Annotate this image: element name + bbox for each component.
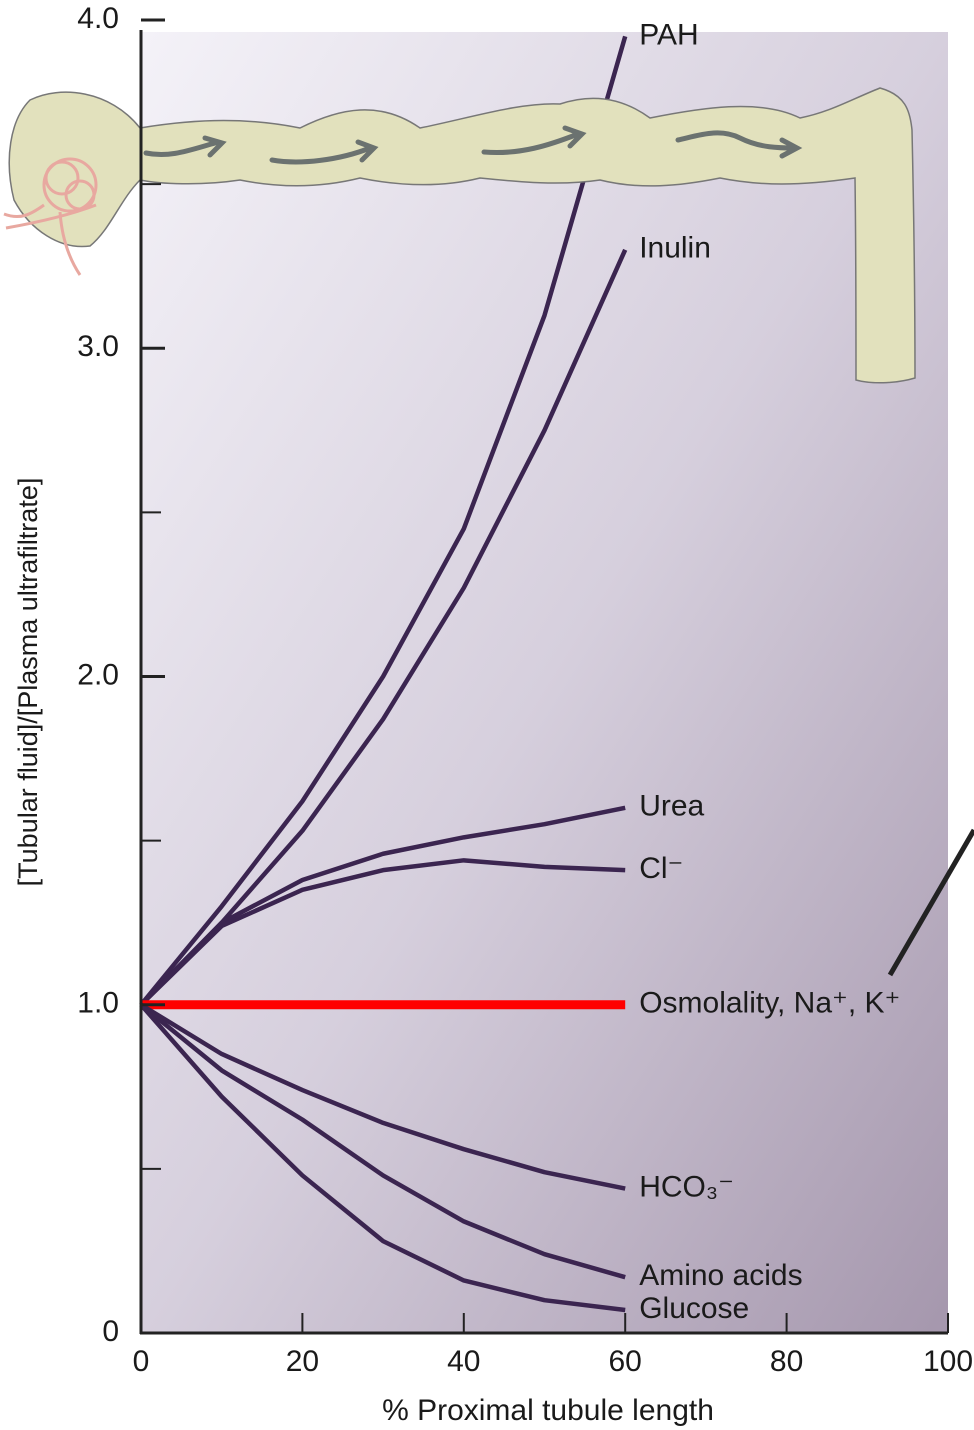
y-axis-title: [Tubular fluid]/[Plasma ultrafiltrate] [13, 478, 43, 887]
series-label: Urea [639, 790, 704, 823]
y-tick-label: 2.0 [77, 658, 119, 691]
y-tick-label: 3.0 [77, 330, 119, 363]
x-tick-label: 100 [923, 1345, 973, 1378]
x-axis-title: % Proximal tubule length [382, 1394, 714, 1427]
series-label: PAH [639, 18, 698, 51]
series-label: Inulin [639, 232, 711, 265]
series-label: Amino acids [639, 1259, 802, 1292]
x-tick-label: 60 [609, 1345, 642, 1378]
y-tick-label: 1.0 [77, 987, 119, 1020]
y-tick-label: 4.0 [77, 2, 119, 35]
y-tick-label: 0 [102, 1315, 119, 1348]
series-label: Glucose [639, 1292, 749, 1325]
series-label: HCO₃⁻ [639, 1170, 734, 1203]
chart: % Proximal tubule length [Tubular fluid]… [0, 0, 974, 1430]
x-tick-label: 40 [447, 1345, 480, 1378]
series-label: Osmolality, Na⁺, K⁺ [639, 987, 900, 1020]
x-tick-label: 80 [770, 1345, 803, 1378]
x-tick-label: 0 [133, 1345, 150, 1378]
series-label: Cl⁻ [639, 852, 683, 885]
x-tick-label: 20 [286, 1345, 319, 1378]
